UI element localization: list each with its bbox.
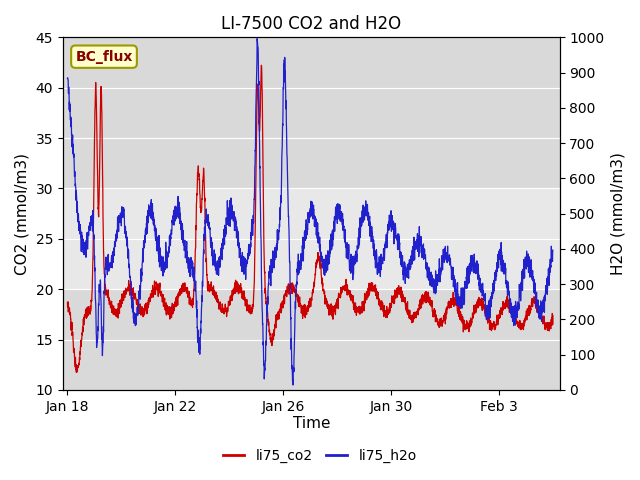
Bar — [63, 289, 559, 390]
Bar — [63, 37, 559, 189]
X-axis label: Time: Time — [292, 416, 330, 432]
Text: BC_flux: BC_flux — [76, 49, 132, 64]
Title: LI-7500 CO2 and H2O: LI-7500 CO2 and H2O — [221, 15, 401, 33]
Y-axis label: H2O (mmol/m3): H2O (mmol/m3) — [610, 152, 625, 275]
Legend: li75_co2, li75_h2o: li75_co2, li75_h2o — [218, 443, 422, 468]
Y-axis label: CO2 (mmol/m3): CO2 (mmol/m3) — [15, 153, 30, 275]
